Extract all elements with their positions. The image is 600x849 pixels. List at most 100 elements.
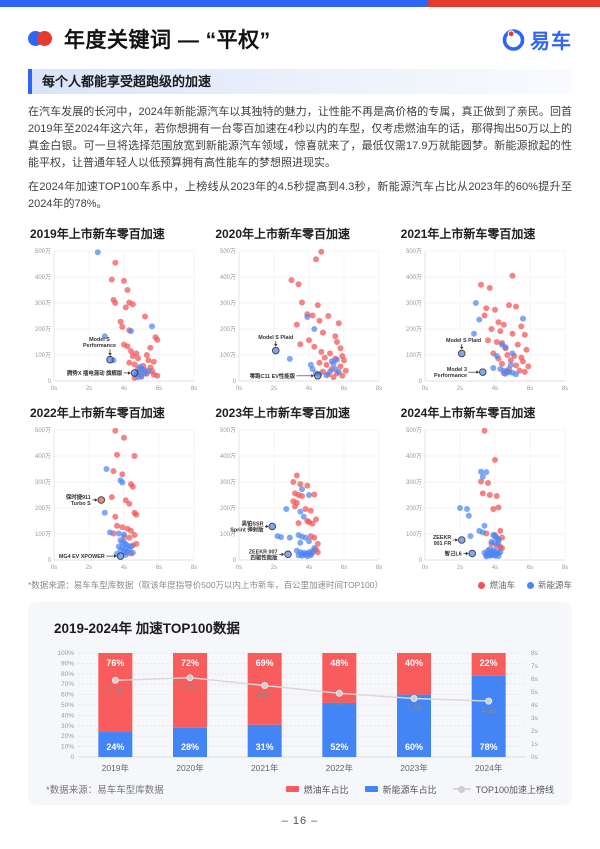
svg-text:0: 0 <box>418 558 422 564</box>
svg-text:零跑C11 EV性能版: 零跑C11 EV性能版 <box>250 372 296 380</box>
svg-text:0: 0 <box>70 754 74 761</box>
svg-text:3s: 3s <box>531 715 539 722</box>
svg-text:200万: 200万 <box>406 326 422 333</box>
brand-name: 易车 <box>530 30 572 53</box>
svg-text:500万: 500万 <box>220 248 236 255</box>
svg-text:0s: 0s <box>51 386 57 392</box>
svg-text:50%: 50% <box>61 702 74 709</box>
top100-card: 2019-2024年 加速TOP100数据 0 10% 20% 30% 40% 50% 60… <box>28 602 572 806</box>
svg-text:ZEEKR: ZEEKR <box>433 535 451 541</box>
legend-fuel: 燃油车 <box>478 579 515 591</box>
svg-text:6s: 6s <box>531 676 539 683</box>
svg-text:4s: 4s <box>531 702 539 709</box>
svg-text:Model S Plaid: Model S Plaid <box>259 335 294 341</box>
svg-text:5.9s: 5.9s <box>108 686 123 695</box>
svg-text:腾势X 插电混动 旗舰版: 腾势X 插电混动 旗舰版 <box>66 369 123 377</box>
svg-text:100万: 100万 <box>35 352 51 359</box>
svg-text:8s: 8s <box>191 386 197 392</box>
svg-text:200万: 200万 <box>406 505 422 512</box>
svg-text:52%: 52% <box>330 742 348 752</box>
header-left: 年度关键词 — “平权” <box>28 24 271 54</box>
svg-text:6s: 6s <box>156 565 162 571</box>
svg-text:400万: 400万 <box>220 453 236 460</box>
scatter-2020-plot: 0 100万 200万 300万 400万 500万 0s 2s 4s 6s 8s Model S P… <box>213 244 386 396</box>
red-dot-icon <box>37 31 52 46</box>
svg-text:200万: 200万 <box>35 505 51 512</box>
svg-text:智己L6: 智己L6 <box>443 550 461 558</box>
scatter-2022-title: 2022年上市新车零百加速 <box>30 406 165 421</box>
svg-text:8s: 8s <box>191 565 197 571</box>
svg-text:8s: 8s <box>561 386 567 392</box>
svg-text:300万: 300万 <box>35 479 51 486</box>
svg-text:4s: 4s <box>121 565 127 571</box>
svg-text:90%: 90% <box>61 661 74 668</box>
svg-text:Model S: Model S <box>89 337 110 343</box>
bar-legend-fuel: 燃油车占比 <box>285 783 349 796</box>
bar-data-source-note: *数据来源：易车车型库数据 <box>46 785 164 797</box>
svg-text:40%: 40% <box>61 713 74 720</box>
svg-text:48%: 48% <box>330 658 348 668</box>
svg-text:0: 0 <box>48 558 52 564</box>
scatter-grid: 2019年上市新车零百加速 0 100万 200万 300万 400万 500万 0s 2s 4… <box>28 225 572 575</box>
svg-text:500万: 500万 <box>35 427 51 434</box>
svg-text:8s: 8s <box>376 565 382 571</box>
svg-text:20%: 20% <box>61 733 74 740</box>
page-title: 年度关键词 — “平权” <box>64 29 271 52</box>
svg-text:Performance: Performance <box>83 343 116 349</box>
scatter-2024-title: 2024年上市新车零百加速 <box>400 406 536 421</box>
svg-text:30%: 30% <box>61 723 74 730</box>
nev-swatch-icon <box>364 786 378 793</box>
svg-text:500万: 500万 <box>406 248 422 255</box>
scatter-2020-title: 2020年上市新车零百加速 <box>215 227 351 242</box>
svg-text:Model 3: Model 3 <box>447 367 467 373</box>
svg-text:300万: 300万 <box>35 300 51 307</box>
svg-text:100万: 100万 <box>406 352 422 359</box>
page-number: – 16 – <box>281 815 319 828</box>
svg-text:2s: 2s <box>86 565 92 571</box>
svg-text:2s: 2s <box>456 386 462 392</box>
svg-text:0: 0 <box>233 379 237 385</box>
svg-text:昊铂SSR: 昊铂SSR <box>242 520 264 528</box>
svg-text:2023年: 2023年 <box>400 763 428 773</box>
svg-text:2024年: 2024年 <box>475 763 503 773</box>
bar-legend-fuel-label: 燃油车占比 <box>303 784 349 795</box>
svg-text:2020年: 2020年 <box>176 763 204 773</box>
svg-text:70%: 70% <box>61 681 74 688</box>
svg-text:2s: 2s <box>531 728 539 735</box>
svg-text:500万: 500万 <box>220 427 236 434</box>
legend-nev: 新能源车 <box>526 579 572 591</box>
scatter-2024-plot: 0 100万 200万 300万 400万 500万 0s 2s 4s 6s 8s ZEEKR 001 … <box>399 423 572 575</box>
svg-text:100万: 100万 <box>220 352 236 359</box>
svg-text:Turbo S: Turbo S <box>71 501 91 507</box>
svg-text:0s: 0s <box>236 565 242 571</box>
svg-text:500万: 500万 <box>35 248 51 255</box>
svg-text:6s: 6s <box>156 386 162 392</box>
svg-text:8s: 8s <box>376 386 382 392</box>
svg-text:0s: 0s <box>51 565 57 571</box>
fuel-swatch-icon <box>285 786 299 793</box>
svg-text:MG4 EV XPOWER: MG4 EV XPOWER <box>59 554 105 560</box>
svg-text:6s: 6s <box>341 386 347 392</box>
svg-text:6s: 6s <box>341 565 347 571</box>
svg-text:0s: 0s <box>531 754 539 761</box>
svg-text:5s: 5s <box>531 689 539 696</box>
fuel-dot-icon <box>478 581 486 589</box>
svg-text:300万: 300万 <box>406 479 422 486</box>
svg-text:40%: 40% <box>405 658 423 668</box>
svg-text:80%: 80% <box>61 671 74 678</box>
svg-text:0: 0 <box>48 379 52 385</box>
scatter-2021-plot: 0 100万 200万 300万 400万 500万 0s 2s 4s 6s 8s Model S P… <box>399 244 572 396</box>
scatter-2022-plot: 0 100万 200万 300万 400万 500万 0s 2s 4s 6s 8s 保时捷911 Tur… <box>28 423 201 575</box>
svg-text:8s: 8s <box>531 650 539 657</box>
svg-text:2s: 2s <box>271 565 277 571</box>
svg-text:6s: 6s <box>526 386 532 392</box>
svg-text:200万: 200万 <box>35 326 51 333</box>
title-dots-icon <box>28 31 53 47</box>
svg-text:100%: 100% <box>57 650 74 657</box>
legend-fuel-label: 燃油车 <box>489 580 515 591</box>
scatter-data-source-note: *数据来源：易车车型库数据（取该年度指导价500万以内上市新车，百公里加速时间T… <box>28 580 383 591</box>
svg-text:78%: 78% <box>480 742 498 752</box>
svg-text:2022年: 2022年 <box>326 763 354 773</box>
svg-text:400万: 400万 <box>406 274 422 281</box>
bar-legend-line: TOP100加速上榜线 <box>452 783 554 796</box>
